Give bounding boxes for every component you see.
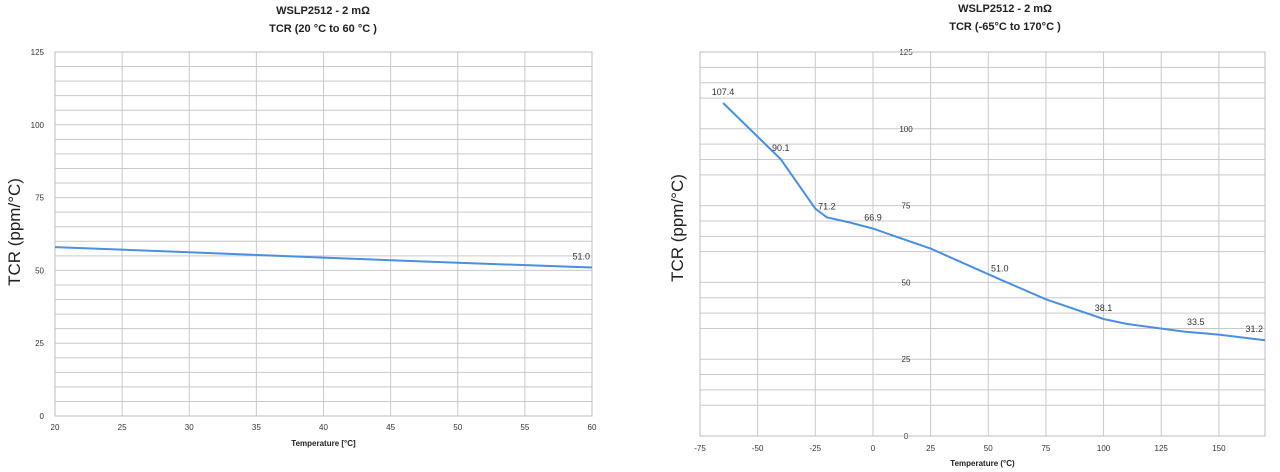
x-tick-label: 55 [520,423,529,432]
x-tick-label: 20 [51,423,60,432]
data-label: 31.2 [1245,324,1263,334]
chart-left: 0 25 50 75 100 125 20 25 30 35 40 45 50 55 60 WSLP2512 … [5,5,597,448]
y-tick-label: 50 [35,266,44,275]
y-axis-label: TCR (ppm/°C) [668,174,687,282]
y-tick-label: 25 [902,355,911,364]
chart-subtitle: TCR (20 °C to 60 °C ) [269,23,377,35]
y-tick-label: 125 [31,48,45,57]
x-tick-label: -75 [694,444,706,453]
x-tick-label: 25 [118,423,127,432]
data-label: 90.1 [772,143,790,153]
x-tick-label: 50 [453,423,462,432]
x-tick-label: 150 [1212,444,1226,453]
data-label: 107.4 [712,87,735,97]
data-label: 66.9 [864,213,882,223]
plot-frame [699,51,1266,437]
x-tick-label: 30 [185,423,194,432]
data-label: 38.1 [1095,303,1113,313]
series-line [54,246,593,269]
x-tick-label: -25 [810,444,822,453]
x-tick-label: 0 [871,444,876,453]
x-tick-label: 50 [984,444,993,453]
data-label: 33.5 [1187,317,1205,327]
y-tick-label: 100 [899,125,913,134]
y-tick-label: 25 [35,339,44,348]
data-label: 51.0 [572,251,590,261]
plot-frame [54,51,593,417]
x-tick-label: 25 [926,444,935,453]
x-tick-label: -50 [752,444,764,453]
y-tick-label: 0 [40,412,45,421]
x-axis-label: Temperature [°C] [291,439,356,448]
y-tick-label: 75 [35,194,44,203]
x-axis-label: Temperature (°C) [950,459,1015,468]
data-label: 51.0 [991,263,1009,273]
y-tick-label: 75 [902,202,911,211]
x-tick-label: 35 [252,423,261,432]
x-tick-label: 60 [588,423,597,432]
x-tick-label: 75 [1041,444,1050,453]
y-tick-label: 50 [902,278,911,287]
data-label: 71.2 [818,201,836,211]
x-tick-label: 100 [1097,444,1111,453]
chart-subtitle: TCR (-65°C to 170°C ) [949,21,1061,33]
y-axis-label: TCR (ppm/°C) [5,178,24,286]
x-tick-label: 40 [319,423,328,432]
y-tick-label: 100 [31,121,45,130]
chart-title: WSLP2512 - 2 mΩ [276,5,370,17]
x-tick-label: 125 [1155,444,1169,453]
chart-title: WSLP2512 - 2 mΩ [958,3,1052,15]
x-tick-label: 45 [386,423,395,432]
series-line [722,102,1266,342]
